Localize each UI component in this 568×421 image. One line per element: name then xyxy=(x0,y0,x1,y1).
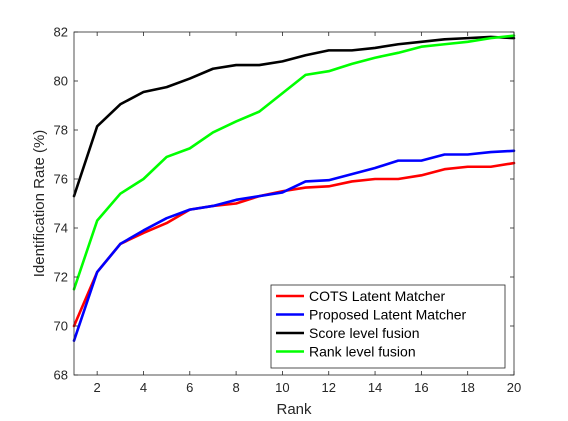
x-tick-label: 10 xyxy=(275,380,289,395)
x-tick-label: 4 xyxy=(140,380,147,395)
y-tick-label: 80 xyxy=(54,74,68,89)
y-tick-label: 70 xyxy=(54,319,68,334)
legend-label-proposed-latent-matcher: Proposed Latent Matcher xyxy=(309,307,467,323)
legend-entries: COTS Latent Matcher Proposed Latent Match… xyxy=(276,288,467,360)
y-tick-label: 76 xyxy=(54,172,68,187)
series-line-cots-latent-matcher xyxy=(72,161,516,328)
y-axis-label: Identification Rate (%) xyxy=(31,130,48,278)
legend-label-score-level-fusion: Score level fusion xyxy=(309,325,420,341)
y-tick-label: 68 xyxy=(54,368,68,383)
x-tick-label: 12 xyxy=(322,380,336,395)
x-tick-label: 14 xyxy=(368,380,382,395)
series-layer xyxy=(72,34,516,343)
y-tick-label: 74 xyxy=(54,221,68,236)
x-tick-label: 8 xyxy=(232,380,239,395)
x-tick-label: 2 xyxy=(94,380,101,395)
legend-label-rank-level-fusion: Rank level fusion xyxy=(309,344,416,360)
series-line-rank-level-fusion xyxy=(72,34,516,291)
x-tick-label: 20 xyxy=(507,380,521,395)
legend-box xyxy=(270,284,506,369)
x-tick-label: 6 xyxy=(186,380,193,395)
x-tick-label: 18 xyxy=(460,380,474,395)
y-tick-label: 72 xyxy=(54,270,68,285)
plot-frame xyxy=(73,31,515,376)
legend-label-cots-latent-matcher: COTS Latent Matcher xyxy=(309,288,446,304)
x-tick-label: 16 xyxy=(414,380,428,395)
y-ticks: 68 70 72 74 76 78 80 82 xyxy=(54,25,514,383)
x-axis-label: Rank xyxy=(276,401,312,418)
y-tick-label: 82 xyxy=(54,25,68,40)
series-line-proposed-latent-matcher xyxy=(72,149,516,343)
legend: COTS Latent Matcher Proposed Latent Match… xyxy=(270,284,506,369)
series-line-score-level-fusion xyxy=(72,35,516,198)
y-tick-label: 78 xyxy=(54,123,68,138)
x-ticks: 2 4 6 8 10 12 14 16 18 20 xyxy=(94,32,521,395)
